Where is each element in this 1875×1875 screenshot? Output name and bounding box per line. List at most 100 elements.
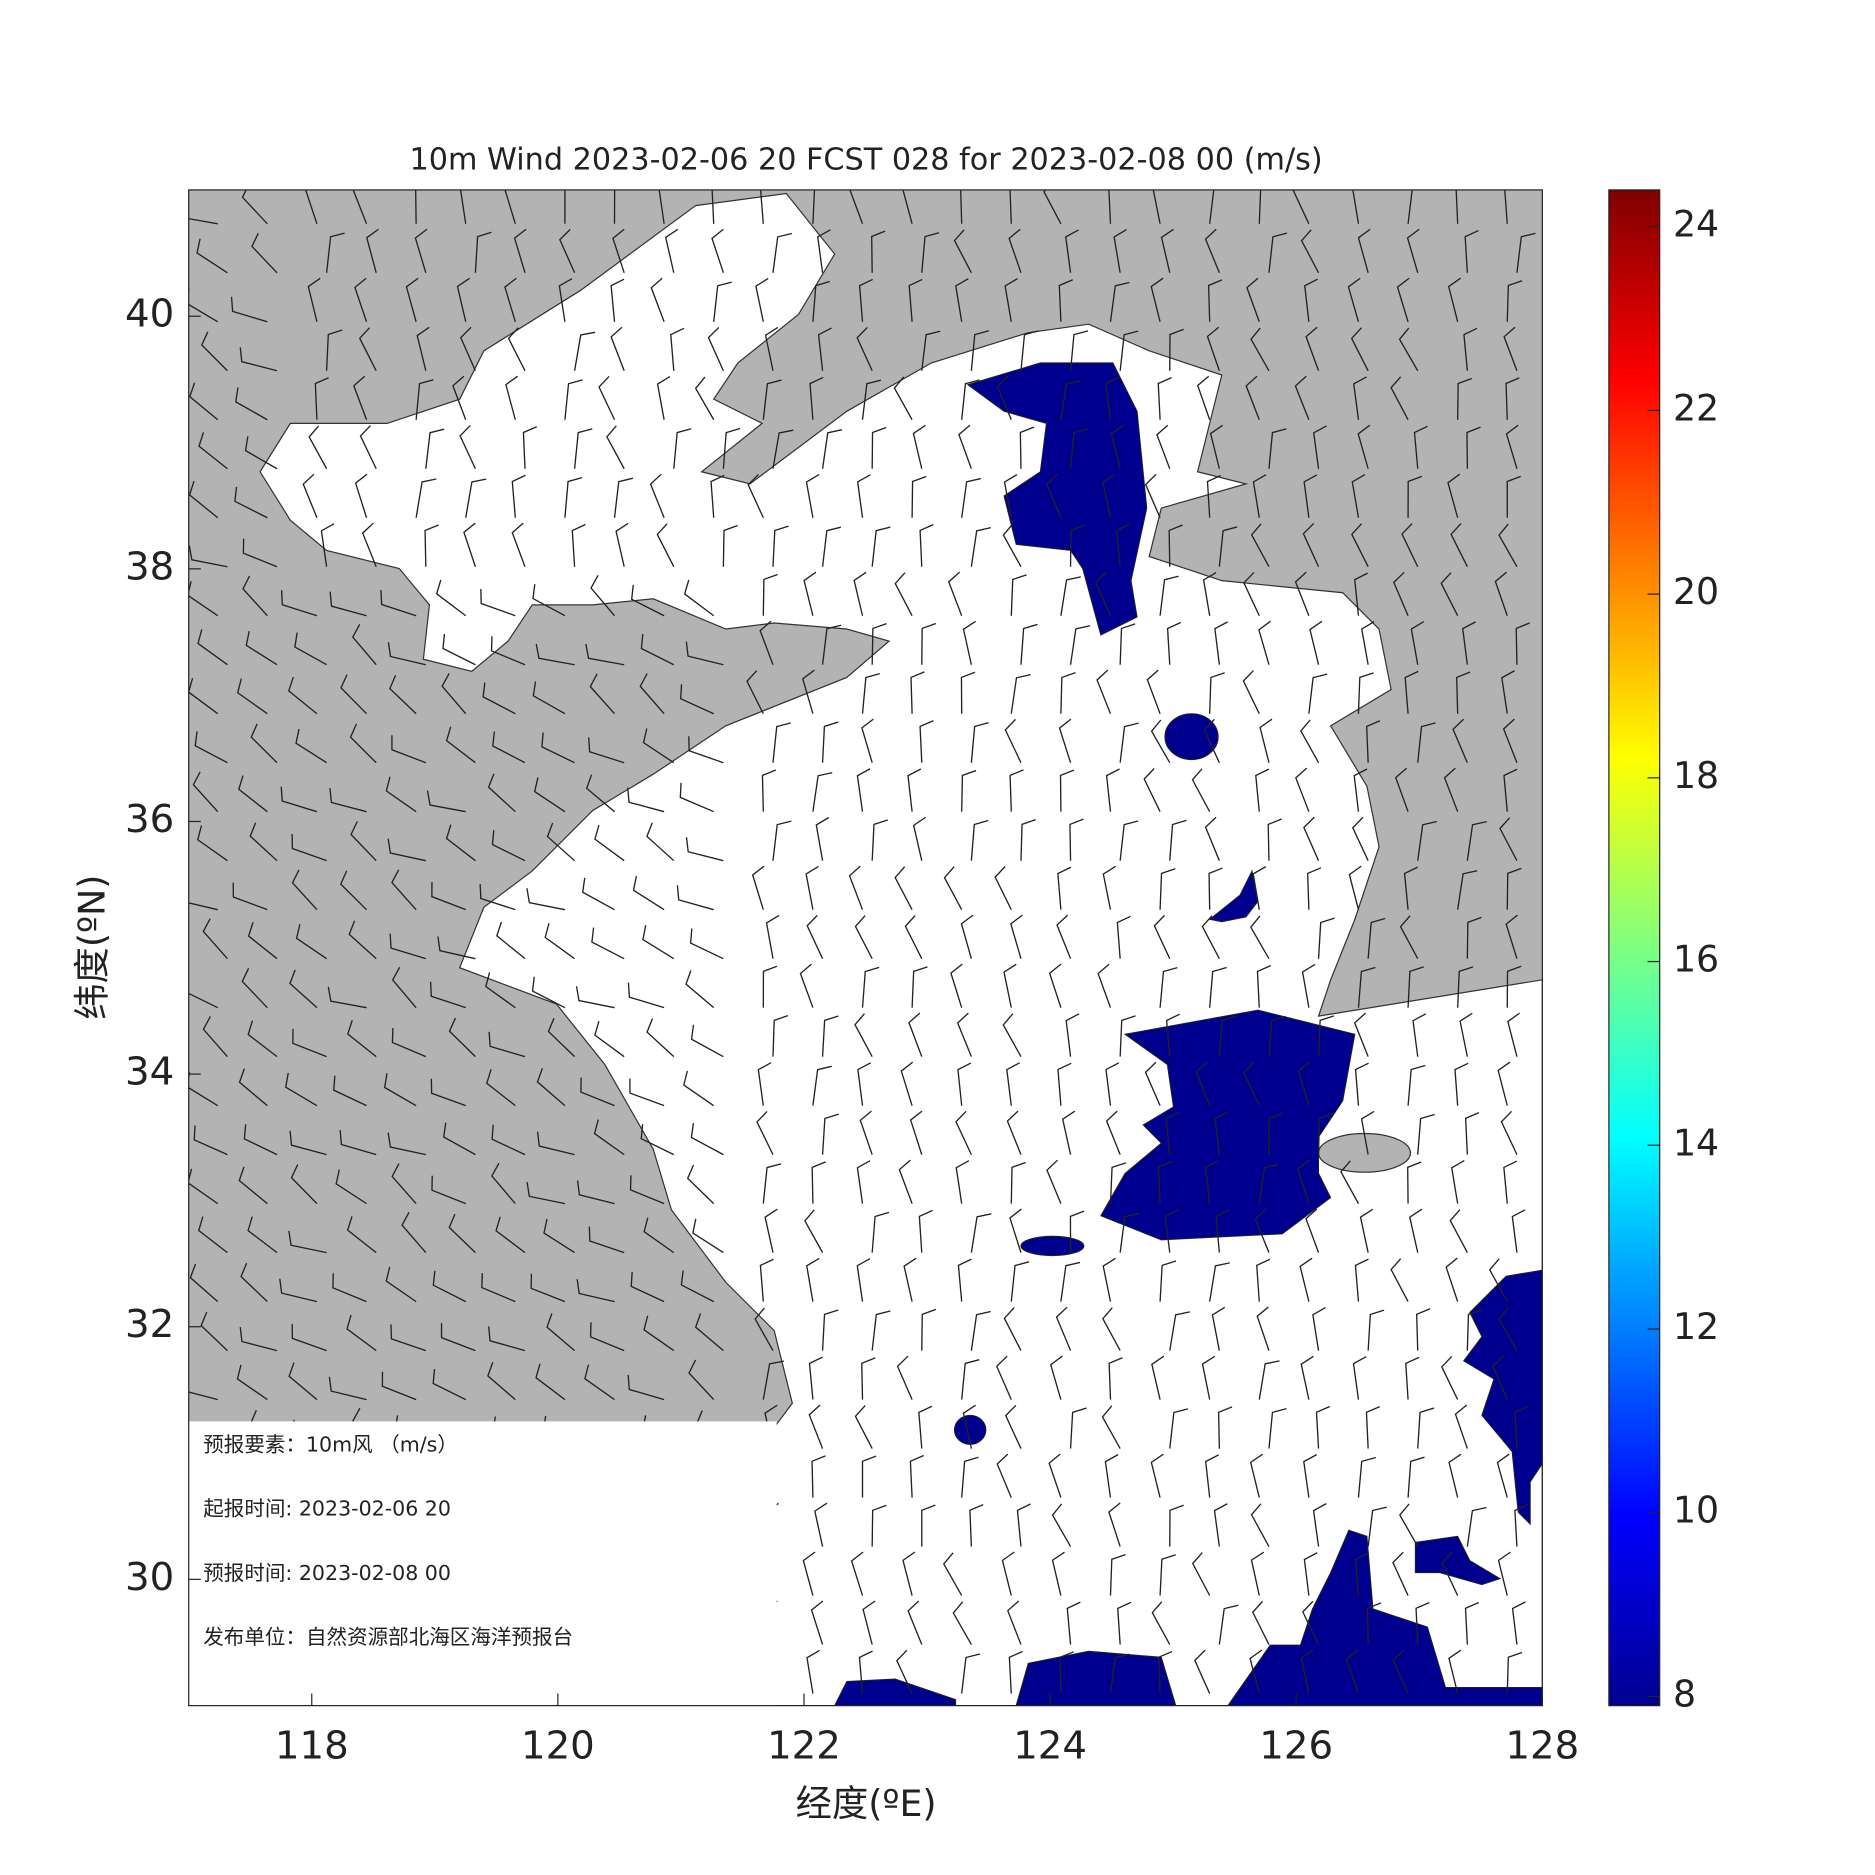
wind-barb <box>961 379 980 420</box>
wind-barb <box>463 522 477 567</box>
wind-barb <box>1060 1261 1081 1302</box>
wind-barb <box>1399 1503 1419 1547</box>
wind-barb <box>871 819 888 861</box>
wind-barb <box>1396 277 1410 322</box>
wind-barb <box>1353 376 1367 420</box>
wind-barb <box>1157 1650 1173 1694</box>
wind-barb <box>1454 1062 1469 1106</box>
wind-barb <box>522 426 537 469</box>
wind-barb <box>970 1310 991 1351</box>
wind-barb <box>1506 280 1523 322</box>
wind-barb <box>465 478 487 518</box>
wind-barb <box>543 1218 575 1254</box>
wind-barb <box>812 280 830 322</box>
wind-barb <box>1258 1163 1279 1204</box>
wind-barb <box>1060 380 1081 420</box>
wind-barb <box>440 1323 476 1352</box>
wind-barb <box>902 189 913 224</box>
wind-barb <box>821 1015 839 1057</box>
wind-barb <box>1156 424 1171 469</box>
wind-barb <box>861 1455 877 1498</box>
wind-barb <box>1048 963 1062 1008</box>
wind-barb <box>1069 330 1089 371</box>
wind-barb <box>710 474 725 518</box>
wind-barb <box>1109 1162 1127 1204</box>
wind-barb <box>921 622 937 665</box>
wind-barb <box>1450 523 1468 568</box>
wind-barb <box>238 1166 268 1205</box>
wind-barb <box>390 1324 427 1352</box>
wind-barb <box>683 1070 715 1107</box>
wind-barb <box>1010 1161 1026 1204</box>
wind-barb <box>284 1072 318 1107</box>
wind-barb <box>495 1216 526 1254</box>
wind-barb <box>958 424 972 469</box>
wind-barb <box>487 1361 516 1401</box>
wind-barb <box>1094 571 1112 616</box>
wind-barb <box>1500 1110 1518 1155</box>
wind-barb <box>1004 718 1022 763</box>
x-tick-label: 120 <box>521 1723 595 1768</box>
wind-barb <box>391 1027 427 1058</box>
wind-barb <box>711 189 715 224</box>
wind-barb <box>340 674 368 715</box>
wind-barb <box>448 1213 476 1254</box>
wind-barb <box>961 1359 980 1400</box>
wind-barb <box>1020 819 1036 861</box>
wind-barb <box>643 1315 675 1352</box>
wind-barb <box>1407 1456 1425 1498</box>
wind-barb <box>1466 1308 1483 1351</box>
wind-barb <box>1201 915 1220 959</box>
wind-barb <box>1503 1160 1518 1204</box>
wind-barb <box>452 375 467 420</box>
wind-barb <box>854 1405 873 1449</box>
wind-barb <box>649 473 665 518</box>
wind-barb <box>759 189 764 224</box>
wind-barb <box>1117 1601 1132 1645</box>
wind-barb <box>856 768 871 812</box>
wind-barb <box>385 776 417 813</box>
wind-barb <box>474 231 492 273</box>
wind-barb <box>1367 917 1386 959</box>
wind-barb <box>1417 1113 1435 1155</box>
wind-barb <box>430 1078 466 1107</box>
wind-barb <box>1102 1257 1116 1302</box>
wind-barb <box>239 1327 278 1352</box>
wind-barb <box>192 771 219 813</box>
wind-barb <box>802 1551 816 1596</box>
wind-barb <box>1101 1405 1121 1449</box>
wind-barb <box>1268 1408 1287 1449</box>
wind-barb <box>361 522 377 567</box>
wind-barb <box>415 379 434 420</box>
wind-barb <box>630 1271 665 1303</box>
wind-barb <box>1415 1601 1430 1645</box>
wind-barb <box>1004 1404 1022 1449</box>
wind-barb <box>1152 189 1161 224</box>
wind-barb <box>350 821 377 862</box>
wind-barb <box>348 920 377 960</box>
wind-barb <box>584 1364 615 1401</box>
wind-barb <box>581 877 615 911</box>
wind-barb <box>1312 1503 1327 1547</box>
wind-barb <box>1169 1311 1190 1351</box>
wind-barb <box>1110 424 1124 469</box>
colorbar-tick-label: 18 <box>1673 754 1719 797</box>
wind-barb <box>387 838 426 862</box>
wind-barb <box>1151 1355 1165 1400</box>
wind-barb <box>1440 572 1459 617</box>
wind-barb <box>629 1078 665 1107</box>
wind-barb <box>676 885 714 911</box>
wind-barb <box>808 1404 824 1449</box>
wind-barb <box>585 643 625 666</box>
wind-barb <box>441 673 467 715</box>
wind-barb <box>1497 1061 1511 1106</box>
wind-barb <box>815 816 830 861</box>
wind-barb <box>1365 1406 1381 1449</box>
wind-barb <box>1069 625 1091 665</box>
wind-barb <box>688 736 724 764</box>
wind-barb <box>1046 473 1062 518</box>
wind-barb <box>1004 278 1018 322</box>
wind-barb <box>1169 328 1184 371</box>
wind-barb <box>1069 1407 1087 1449</box>
wind-barb <box>1105 1110 1121 1155</box>
